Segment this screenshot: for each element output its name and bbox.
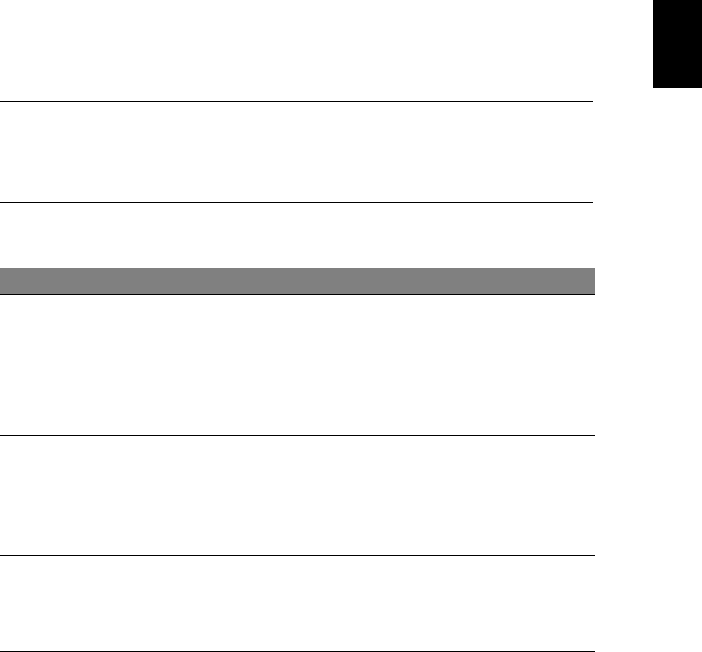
section-tab — [653, 0, 702, 88]
table-header-band — [0, 268, 595, 294]
